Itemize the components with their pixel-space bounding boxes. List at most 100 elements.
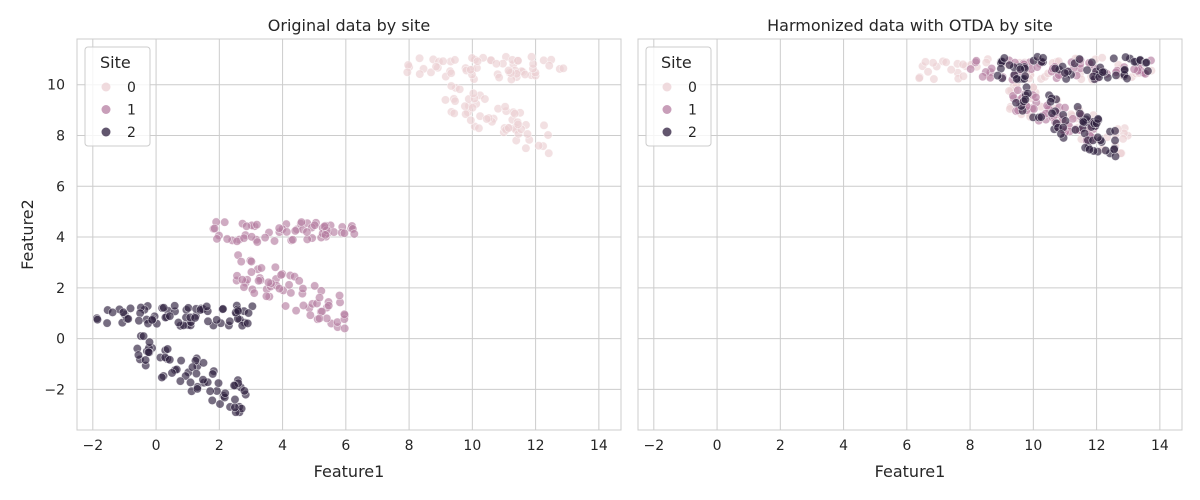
data-point-site-2 (141, 355, 151, 365)
data-point-site-0 (440, 95, 450, 105)
chart-title: Harmonized data with OTDA by site (767, 16, 1053, 35)
data-point-site-0 (534, 141, 544, 151)
data-point-site-2 (1078, 117, 1088, 127)
data-point-site-2 (126, 303, 136, 313)
data-point-site-2 (186, 377, 196, 387)
legend-marker-site-2 (662, 127, 672, 137)
data-point-site-2 (220, 388, 230, 398)
x-axis-title: Feature1 (875, 462, 946, 481)
data-point-site-2 (1143, 66, 1153, 76)
data-point-site-2 (147, 315, 157, 325)
y-tick-label: 0 (56, 332, 65, 348)
data-point-site-2 (212, 315, 222, 325)
data-point-site-0 (474, 123, 484, 133)
data-point-site-2 (191, 369, 201, 379)
data-point-site-2 (92, 315, 102, 325)
data-point-site-2 (207, 395, 217, 405)
data-point-site-2 (1120, 65, 1130, 75)
legend-label-site-1: 1 (127, 103, 136, 119)
data-point-site-0 (914, 73, 924, 83)
data-point-site-1 (971, 56, 981, 66)
data-point-site-0 (928, 58, 938, 68)
data-point-site-1 (966, 64, 976, 74)
x-tick-label: 4 (839, 438, 848, 454)
data-point-site-2 (225, 316, 235, 326)
data-point-site-0 (480, 94, 490, 104)
data-point-site-0 (544, 148, 554, 158)
data-point-site-2 (1111, 70, 1121, 80)
data-point-site-0 (543, 130, 553, 140)
data-point-site-1 (260, 233, 270, 243)
data-point-site-2 (239, 386, 249, 396)
data-point-site-1 (270, 262, 280, 272)
data-point-site-0 (923, 67, 933, 77)
data-point-site-1 (246, 257, 256, 267)
data-point-site-2 (1070, 125, 1080, 135)
data-point-site-2 (1046, 97, 1056, 107)
legend: Site 0 1 2 (84, 46, 151, 147)
data-point-site-0 (510, 109, 520, 119)
data-point-site-2 (999, 53, 1009, 63)
data-point-site-0 (1118, 134, 1128, 144)
data-point-site-2 (157, 372, 167, 382)
y-axis-title: Feature2 (18, 199, 37, 270)
data-point-site-0 (450, 96, 460, 106)
data-point-site-0 (981, 58, 991, 68)
data-point-site-2 (198, 375, 208, 385)
data-point-site-1 (286, 288, 296, 298)
data-point-site-1 (236, 257, 246, 267)
data-point-site-0 (473, 56, 483, 66)
data-point-site-1 (340, 323, 350, 333)
data-point-site-0 (504, 66, 514, 76)
data-point-site-0 (527, 52, 537, 62)
data-point-site-1 (339, 228, 349, 238)
data-point-site-1 (298, 284, 308, 294)
data-point-site-1 (263, 277, 273, 287)
data-point-site-2 (244, 308, 254, 318)
data-point-site-2 (1082, 65, 1092, 75)
data-point-site-0 (920, 57, 930, 67)
y-tick-label: 10 (47, 78, 65, 94)
data-point-site-2 (173, 318, 183, 328)
data-point-site-2 (215, 399, 225, 409)
data-point-site-1 (237, 275, 247, 285)
legend-label-site-2: 2 (688, 125, 697, 141)
data-point-site-1 (256, 263, 266, 273)
data-point-site-1 (220, 217, 230, 227)
data-point-site-2 (233, 306, 243, 316)
data-point-site-0 (941, 57, 951, 67)
data-point-site-1 (310, 220, 320, 230)
y-tick-label: 6 (56, 179, 65, 195)
data-point-site-2 (1109, 53, 1119, 63)
data-point-site-2 (1012, 74, 1022, 84)
data-point-site-1 (298, 300, 308, 310)
x-tick-label: 0 (713, 438, 722, 454)
data-point-site-2 (218, 304, 228, 314)
data-point-site-2 (203, 316, 213, 326)
data-point-site-1 (239, 282, 249, 292)
data-point-site-0 (426, 67, 436, 77)
legend-marker-site-1 (101, 105, 111, 114)
data-point-site-1 (349, 229, 359, 239)
data-point-site-0 (446, 68, 456, 78)
data-point-site-0 (958, 71, 968, 81)
data-point-site-2 (1036, 112, 1046, 122)
data-point-site-2 (163, 344, 173, 354)
plot-area (637, 38, 1183, 431)
data-point-site-2 (247, 301, 257, 311)
data-point-site-1 (310, 281, 320, 291)
data-point-site-1 (274, 284, 284, 294)
data-point-site-1 (1031, 92, 1041, 102)
data-point-site-2 (208, 369, 218, 379)
data-point-site-0 (929, 74, 939, 84)
data-point-site-1 (281, 301, 291, 311)
data-point-site-1 (291, 306, 301, 316)
data-point-site-1 (288, 235, 298, 245)
data-point-site-1 (319, 221, 329, 231)
y-tick-label: 2 (56, 281, 65, 297)
data-point-site-0 (468, 88, 478, 98)
data-point-site-2 (1075, 109, 1085, 119)
